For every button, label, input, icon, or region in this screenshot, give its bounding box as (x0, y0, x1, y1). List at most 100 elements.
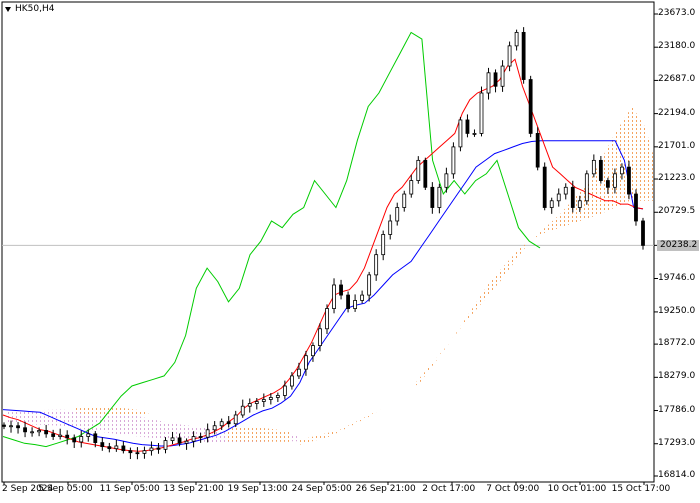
candle-body-up (577, 200, 582, 208)
candle-body-up (311, 345, 315, 357)
time-tick-label: 11 Sep 05:00 (99, 484, 160, 494)
candle-body-up (297, 368, 301, 377)
candle-body-up (290, 375, 294, 387)
candle (627, 160, 631, 200)
price-tick-label: 18279.0 (658, 371, 696, 382)
candle (563, 183, 568, 200)
candle (570, 180, 575, 213)
candle-body-up (556, 193, 561, 202)
candle-body-down (107, 446, 112, 450)
candle (591, 154, 596, 178)
candle-body-up (261, 399, 266, 402)
candle-body-down (346, 294, 350, 309)
candle (577, 195, 582, 212)
candle-body-down (156, 447, 161, 450)
candle (486, 67, 491, 100)
time-tick-label: 2 Oct 17:00 (422, 484, 476, 494)
candle (163, 437, 168, 454)
candle (2, 422, 6, 430)
candle-body-up (563, 186, 568, 195)
candle (23, 421, 27, 438)
time-tick-label: 10 Oct 01:00 (547, 484, 607, 494)
candle (339, 279, 343, 300)
candle-body-down (570, 186, 575, 208)
candle-body-down (93, 433, 98, 443)
candle-body-up (486, 72, 491, 94)
candle-body-up (240, 405, 245, 416)
candle-body-up (184, 440, 189, 444)
candle (51, 429, 56, 440)
dropdown-triangle-icon[interactable] (5, 6, 11, 12)
candle (346, 291, 350, 313)
candle (605, 177, 610, 194)
candle-body-up (275, 395, 280, 398)
candle-body-down (493, 72, 498, 87)
candle (268, 393, 273, 405)
candle (297, 362, 301, 380)
candle (184, 438, 189, 450)
candle-body-down (16, 425, 20, 429)
candle-body-down (65, 434, 70, 439)
chikou-span-line (2, 31, 541, 448)
candle-body-up (233, 414, 238, 425)
candle (388, 214, 393, 240)
candle-body-down (121, 445, 126, 452)
candle (72, 434, 77, 448)
candle-body-up (479, 92, 484, 134)
candle (261, 393, 266, 407)
time-tick-label: 13 Sep 21:00 (163, 484, 224, 494)
candle-body-up (212, 425, 217, 431)
candle (437, 183, 442, 214)
candle-body-down (535, 133, 540, 168)
candle-body-down (44, 430, 49, 435)
price-tick-label: 18772.0 (658, 338, 696, 349)
candle (304, 350, 308, 376)
candle (16, 422, 20, 434)
candle (528, 75, 533, 138)
candle-body-down (528, 79, 533, 134)
candle-body-up (514, 31, 519, 47)
candle-body-up (325, 308, 329, 330)
candle-body-up (620, 166, 624, 175)
candle (318, 323, 322, 352)
candle-body-up (388, 220, 393, 235)
candle-body-down (521, 31, 526, 80)
candle (149, 441, 154, 456)
candle-body-down (226, 421, 231, 425)
candle-body-down (598, 159, 603, 181)
candle (142, 446, 147, 459)
candle (381, 230, 386, 261)
candle (86, 429, 91, 442)
candle-body-down (430, 186, 435, 208)
candle (247, 398, 252, 413)
candle-body-down (634, 193, 638, 222)
candle-body-up (458, 119, 463, 148)
candle-body-up (591, 159, 596, 175)
candle-body-up (472, 133, 477, 135)
candle (367, 271, 372, 302)
time-tick-label: 2 Sep 2024 (2, 484, 54, 494)
candle (205, 423, 210, 443)
candle (156, 442, 161, 454)
candle-body-up (360, 294, 365, 301)
current-price-tag: 20238.2 (657, 240, 699, 252)
time-tick-label: 26 Sep 21:00 (355, 484, 416, 494)
candle (198, 432, 203, 443)
candle-body-up (191, 436, 196, 442)
candle-body-up (114, 445, 119, 450)
candle (233, 410, 238, 428)
candle (275, 392, 280, 402)
candle-body-up (332, 284, 336, 309)
candle (37, 427, 42, 437)
price-tick-label: 17293.0 (658, 437, 696, 448)
kijun-sen-line (2, 140, 644, 447)
candle-body-up (282, 385, 287, 396)
price-tick-label: 22687.0 (658, 74, 696, 85)
candle (65, 430, 70, 445)
candle-body-up (170, 437, 175, 441)
candle (634, 189, 638, 226)
candle-body-down (23, 427, 27, 433)
candle-body-down (423, 159, 428, 188)
